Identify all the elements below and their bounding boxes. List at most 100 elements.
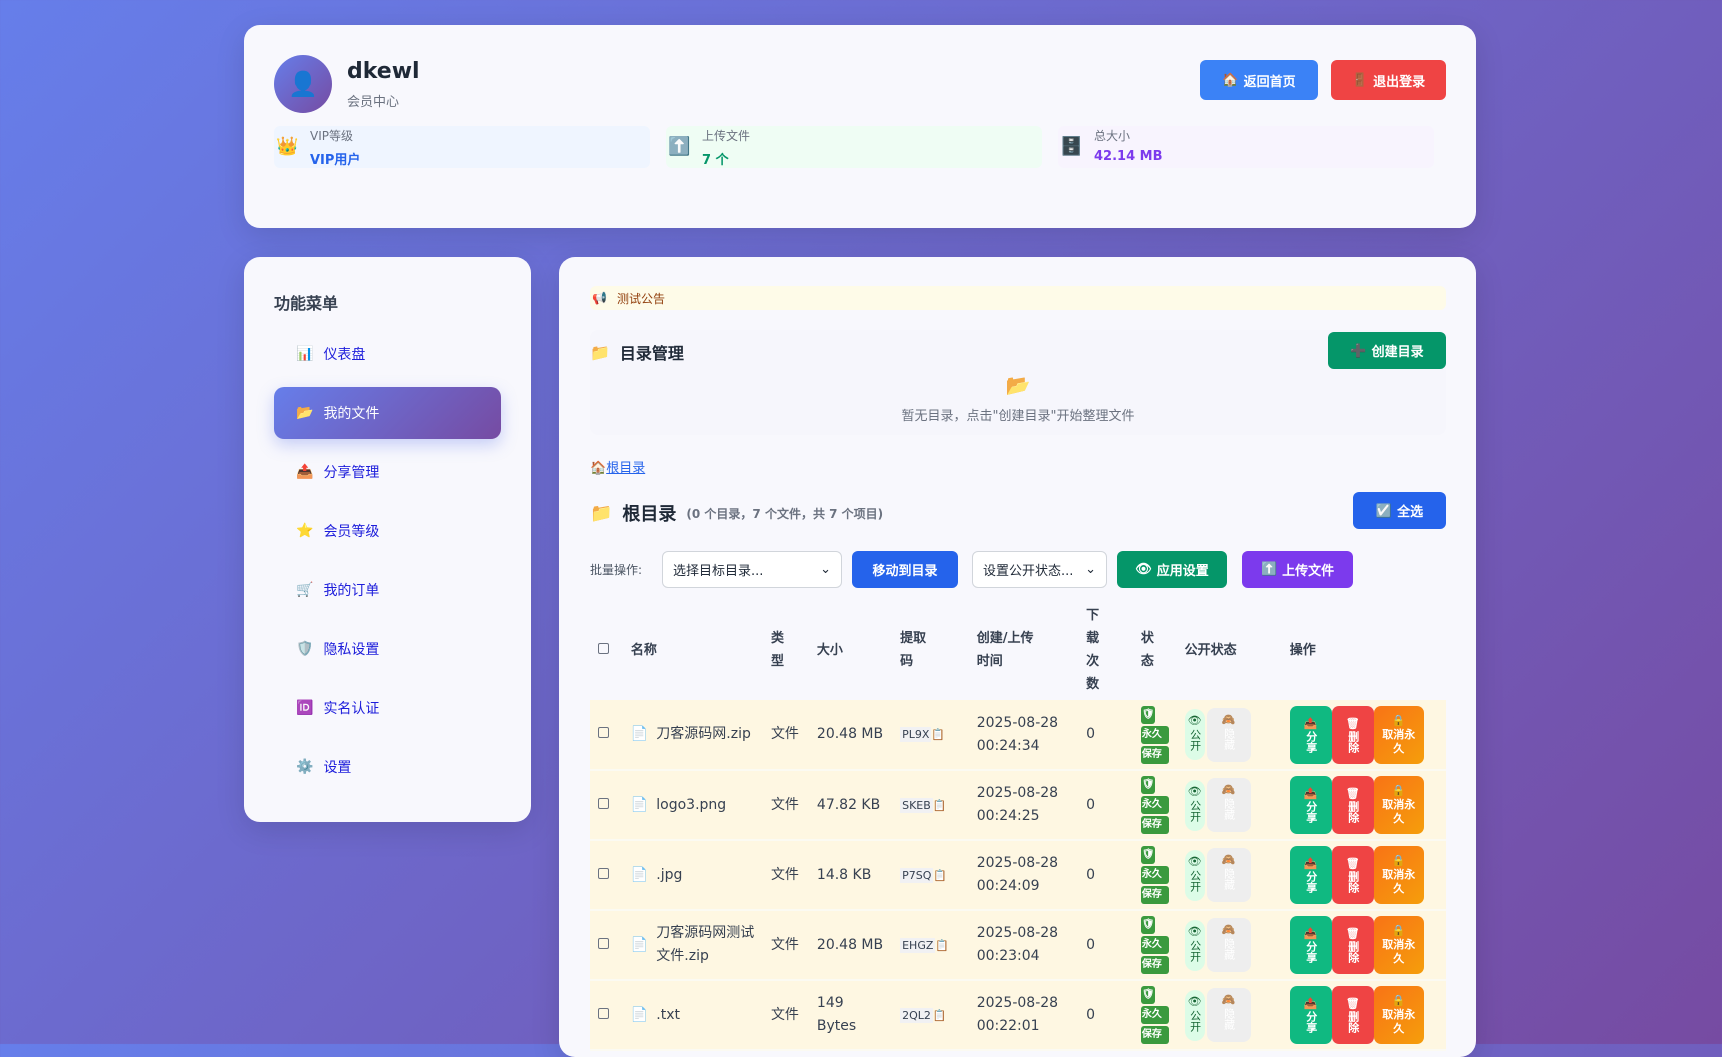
settings-icon: ⚙️ — [296, 759, 314, 775]
target-dir-select[interactable]: 选择目标目录... ⌄ — [662, 550, 843, 588]
hide-button[interactable]: 🙈 隐藏 — [1206, 848, 1251, 902]
breadcrumb-root[interactable]: 根目录 — [606, 461, 646, 476]
file-name[interactable]: logo3.png — [656, 796, 727, 813]
sidebar-item-orders[interactable]: 🛒 我的订单 — [274, 564, 501, 616]
checkbox-icon: ☑️ — [1375, 502, 1393, 518]
table-row: 📄 logo3.png 文件 47.82 KB SKEB 📋 2025-08-28 … — [590, 770, 1446, 841]
row-checkbox-cell — [590, 840, 623, 911]
plus-icon: ➕ — [1350, 342, 1367, 358]
share-button[interactable]: 📤 分享 — [1289, 986, 1332, 1044]
share-button[interactable]: 📤 分享 — [1289, 776, 1332, 834]
unpermanent-button[interactable]: 🔒 取消永久 — [1373, 986, 1424, 1044]
select-all-checkbox[interactable] — [598, 642, 609, 654]
clipboard-icon[interactable]: 📋 — [933, 868, 948, 882]
sidebar-item-my-files[interactable]: 📂 我的文件 — [274, 387, 501, 439]
hide-button[interactable]: 🙈 隐藏 — [1206, 707, 1251, 762]
stat-icon: 👑 — [276, 136, 299, 157]
downloads-cell: 0 — [1078, 770, 1133, 841]
type-cell: 文件 — [762, 770, 809, 841]
directory-management: 📁 目录管理 ➕ 创建目录 📂 暂无目录，点击"创建目录"开始整理文件 — [590, 330, 1446, 435]
extract-code: PL9X — [900, 727, 932, 742]
user-header-card: 👤 dkewl 会员中心 🏠 返回首页 🚪 退出登录 👑 VIP等级 VIP用户 ⬆️ 上传… — [244, 25, 1476, 228]
sidebar-title: 功能菜单 — [274, 294, 339, 313]
delete-button[interactable]: 🗑 删除 — [1331, 846, 1374, 904]
lock-icon: 🔒 — [1391, 994, 1406, 1007]
public-badge[interactable]: 👁 公开 — [1184, 709, 1205, 760]
ops-cell: 📤 分享 🗑 删除 🔒 取消永久 — [1281, 910, 1446, 981]
status-cell: 🛡 永久 保存 — [1132, 910, 1177, 981]
sidebar-item-label: 隐私设置 — [323, 642, 380, 658]
sidebar-item-dashboard[interactable]: 📊 仪表盘 — [274, 328, 501, 380]
clipboard-icon[interactable]: 📋 — [932, 798, 947, 812]
status-permanent: 永久 — [1140, 866, 1169, 884]
hide-button[interactable]: 🙈 隐藏 — [1206, 918, 1251, 972]
shield-icon: 🛡 — [1140, 846, 1155, 864]
delete-button[interactable]: 🗑 删除 — [1331, 916, 1374, 974]
share-button[interactable]: 📤 分享 — [1289, 705, 1332, 764]
sidebar-item-label: 我的文件 — [323, 406, 380, 422]
delete-button[interactable]: 🗑 删除 — [1331, 705, 1374, 764]
lock-icon: 🔒 — [1391, 713, 1406, 727]
delete-button[interactable]: 🗑 删除 — [1331, 986, 1374, 1044]
file-name[interactable]: 刀客源码网.zip — [656, 726, 751, 742]
size-cell: 149 Bytes — [808, 980, 893, 1051]
row-checkbox[interactable] — [598, 797, 609, 809]
file-name[interactable]: .txt — [656, 1006, 680, 1023]
stat-icon: ⬆️ — [668, 136, 691, 157]
hide-button[interactable]: 🙈 隐藏 — [1206, 988, 1251, 1042]
home-button[interactable]: 🏠 返回首页 — [1200, 60, 1318, 100]
delete-button[interactable]: 🗑 删除 — [1331, 776, 1374, 834]
sidebar-item-label: 我的订单 — [323, 583, 380, 599]
sidebar-item-share[interactable]: 📤 分享管理 — [274, 446, 501, 498]
public-badge[interactable]: 👁 公开 — [1184, 849, 1205, 901]
row-checkbox[interactable] — [598, 727, 609, 738]
row-checkbox[interactable] — [598, 937, 609, 949]
sidebar: 功能菜单 📊 仪表盘 📂 我的文件 📤 分享管理 ⭐ 会员等级 🛒 我的订单 🛡️ 隐私设置 🆔 实名认证… — [244, 257, 531, 822]
create-dir-button[interactable]: ➕ 创建目录 — [1328, 332, 1446, 369]
upload-button[interactable]: ⬆️ 上传文件 — [1242, 550, 1354, 588]
time-cell: 2025-08-28 00:24:25 — [968, 770, 1079, 841]
stat-icon: 🗄️ — [1060, 136, 1083, 157]
status-cell: 🛡 永久 保存 — [1132, 980, 1177, 1051]
public-state-select[interactable]: 设置公开状态... ⌄ — [972, 550, 1108, 588]
time-cell: 2025-08-28 00:23:04 — [968, 910, 1079, 981]
logout-button[interactable]: 🚪 退出登录 — [1331, 60, 1446, 100]
public-cell: 👁 公开 🙈 隐藏 — [1176, 840, 1282, 911]
row-checkbox[interactable] — [598, 867, 609, 879]
unpermanent-button[interactable]: 🔒 取消永久 — [1373, 705, 1424, 764]
orders-icon: 🛒 — [296, 582, 314, 598]
clipboard-icon[interactable]: 📋 — [931, 728, 946, 741]
clipboard-icon[interactable]: 📋 — [932, 1008, 947, 1022]
sidebar-item-settings[interactable]: ⚙️ 设置 — [274, 741, 501, 793]
file-table: 名称 类 型 大小 提取 码 创建/上传 时间 下 载 次 数 状 态 公开状态 操作 📄 刀客源… — [590, 600, 1446, 1051]
verification-icon: 🆔 — [296, 700, 314, 716]
unpermanent-button[interactable]: 🔒 取消永久 — [1373, 916, 1424, 974]
select-all-button[interactable]: ☑️ 全选 — [1353, 492, 1446, 529]
unpermanent-button[interactable]: 🔒 取消永久 — [1373, 776, 1424, 834]
sidebar-item-membership[interactable]: ⭐ 会员等级 — [274, 505, 501, 557]
sidebar-item-verification[interactable]: 🆔 实名认证 — [274, 682, 501, 734]
hide-button[interactable]: 🙈 隐藏 — [1206, 778, 1251, 832]
sidebar-item-privacy[interactable]: 🛡️ 隐私设置 — [274, 623, 501, 675]
file-name[interactable]: .jpg — [656, 866, 683, 883]
clipboard-icon[interactable]: 📋 — [935, 938, 950, 952]
status-saved: 保存 — [1140, 745, 1169, 764]
row-checkbox[interactable] — [598, 1007, 609, 1019]
public-badge[interactable]: 👁 公开 — [1184, 989, 1205, 1041]
sidebar-item-label: 会员等级 — [323, 524, 380, 540]
downloads-cell: 0 — [1078, 840, 1133, 911]
status-saved: 保存 — [1140, 816, 1169, 834]
code-cell: 2QL2 📋 — [892, 980, 969, 1051]
shield-icon: 🛡 — [1140, 776, 1155, 794]
home-icon: 🏠 — [590, 461, 607, 476]
share-button[interactable]: 📤 分享 — [1289, 916, 1332, 974]
public-badge[interactable]: 👁 公开 — [1184, 919, 1205, 971]
move-button[interactable]: 移动到目录 — [852, 550, 959, 588]
public-badge[interactable]: 👁 公开 — [1184, 779, 1205, 831]
unpermanent-button[interactable]: 🔒 取消永久 — [1373, 846, 1424, 904]
share-button[interactable]: 📤 分享 — [1289, 846, 1332, 904]
breadcrumb: 🏠根目录 — [590, 457, 645, 476]
time-cell: 2025-08-28 00:24:09 — [968, 840, 1079, 911]
apply-button[interactable]: 👁 应用设置 — [1117, 550, 1228, 588]
file-name[interactable]: 刀客源码网测试文件.zip — [656, 925, 755, 964]
